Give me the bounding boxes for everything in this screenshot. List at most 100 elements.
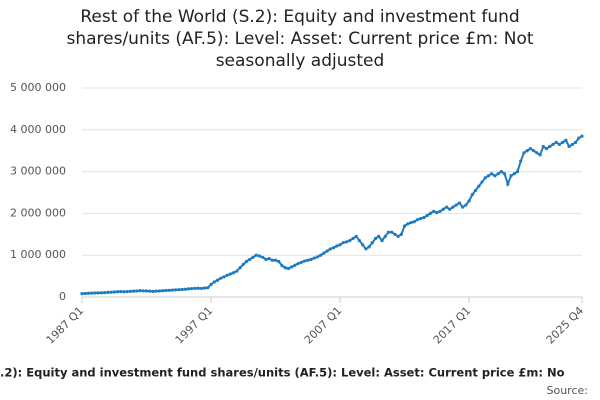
y-tick-label: 4 000 000 <box>10 123 66 136</box>
point <box>457 201 462 205</box>
y-tick-label: 0 <box>59 290 66 303</box>
point <box>293 263 297 267</box>
point <box>441 207 445 211</box>
y-tick-label: 2 000 000 <box>10 206 66 219</box>
point <box>328 247 332 251</box>
point <box>202 286 207 290</box>
point <box>332 246 336 250</box>
x-tick-label: 2017 Q1 <box>431 304 474 347</box>
point <box>219 276 223 280</box>
point <box>544 147 549 151</box>
point <box>177 288 181 292</box>
point <box>532 149 536 153</box>
point <box>522 151 526 155</box>
point <box>199 286 203 291</box>
point <box>148 289 152 293</box>
point <box>238 266 242 270</box>
point <box>490 172 494 176</box>
point <box>567 144 571 149</box>
point <box>86 291 91 295</box>
point <box>206 286 210 290</box>
point <box>461 205 465 209</box>
point <box>157 289 162 293</box>
point <box>577 136 581 140</box>
point <box>551 142 555 147</box>
point <box>209 282 213 287</box>
point <box>480 180 484 184</box>
point <box>296 261 300 266</box>
point <box>106 290 110 295</box>
point <box>377 234 381 238</box>
point <box>428 211 432 215</box>
point <box>122 290 126 294</box>
point <box>538 153 542 157</box>
point <box>90 291 94 295</box>
point <box>161 289 165 293</box>
point <box>341 241 345 245</box>
point <box>415 218 420 222</box>
point <box>499 170 503 174</box>
point <box>470 192 474 197</box>
point <box>183 287 187 291</box>
point <box>125 289 129 294</box>
point <box>473 188 478 193</box>
point <box>554 140 558 144</box>
point <box>173 288 178 292</box>
y-tick-label: 3 000 000 <box>10 165 66 178</box>
point <box>451 205 455 209</box>
point <box>573 140 578 144</box>
y-tick-label: 1 000 000 <box>10 248 66 261</box>
point <box>370 241 374 245</box>
point <box>251 255 255 259</box>
point <box>528 147 532 151</box>
point <box>561 140 565 144</box>
point <box>115 290 120 294</box>
point <box>399 232 403 236</box>
point <box>96 291 100 295</box>
point <box>506 182 510 186</box>
point <box>432 209 436 213</box>
point <box>186 287 191 291</box>
point <box>193 286 197 291</box>
point <box>419 216 423 221</box>
point <box>83 291 87 296</box>
point <box>525 149 529 153</box>
x-tick-label: 2025 Q4 <box>544 304 587 347</box>
point <box>386 230 391 234</box>
point <box>119 290 123 294</box>
point <box>109 290 113 294</box>
point <box>444 205 449 209</box>
source: Source: <box>547 384 589 397</box>
point <box>502 172 507 176</box>
point <box>99 291 103 295</box>
point <box>144 289 149 293</box>
point <box>312 256 316 260</box>
point <box>396 234 400 238</box>
point <box>541 144 545 149</box>
point <box>380 238 384 243</box>
point <box>519 159 523 163</box>
point <box>170 288 174 292</box>
point <box>196 286 200 290</box>
point <box>261 255 265 259</box>
point <box>402 224 407 228</box>
point <box>435 210 439 215</box>
point <box>228 272 232 276</box>
point <box>212 280 216 284</box>
point <box>280 264 284 268</box>
point <box>409 220 413 225</box>
point <box>283 266 287 270</box>
point <box>486 174 491 178</box>
point <box>222 275 226 279</box>
point <box>373 236 378 241</box>
point <box>290 265 294 269</box>
point <box>390 230 394 234</box>
point <box>338 243 342 247</box>
point <box>244 259 249 264</box>
point <box>128 289 132 293</box>
point <box>235 269 239 273</box>
point <box>351 236 355 241</box>
point <box>319 253 323 257</box>
point <box>180 287 184 292</box>
